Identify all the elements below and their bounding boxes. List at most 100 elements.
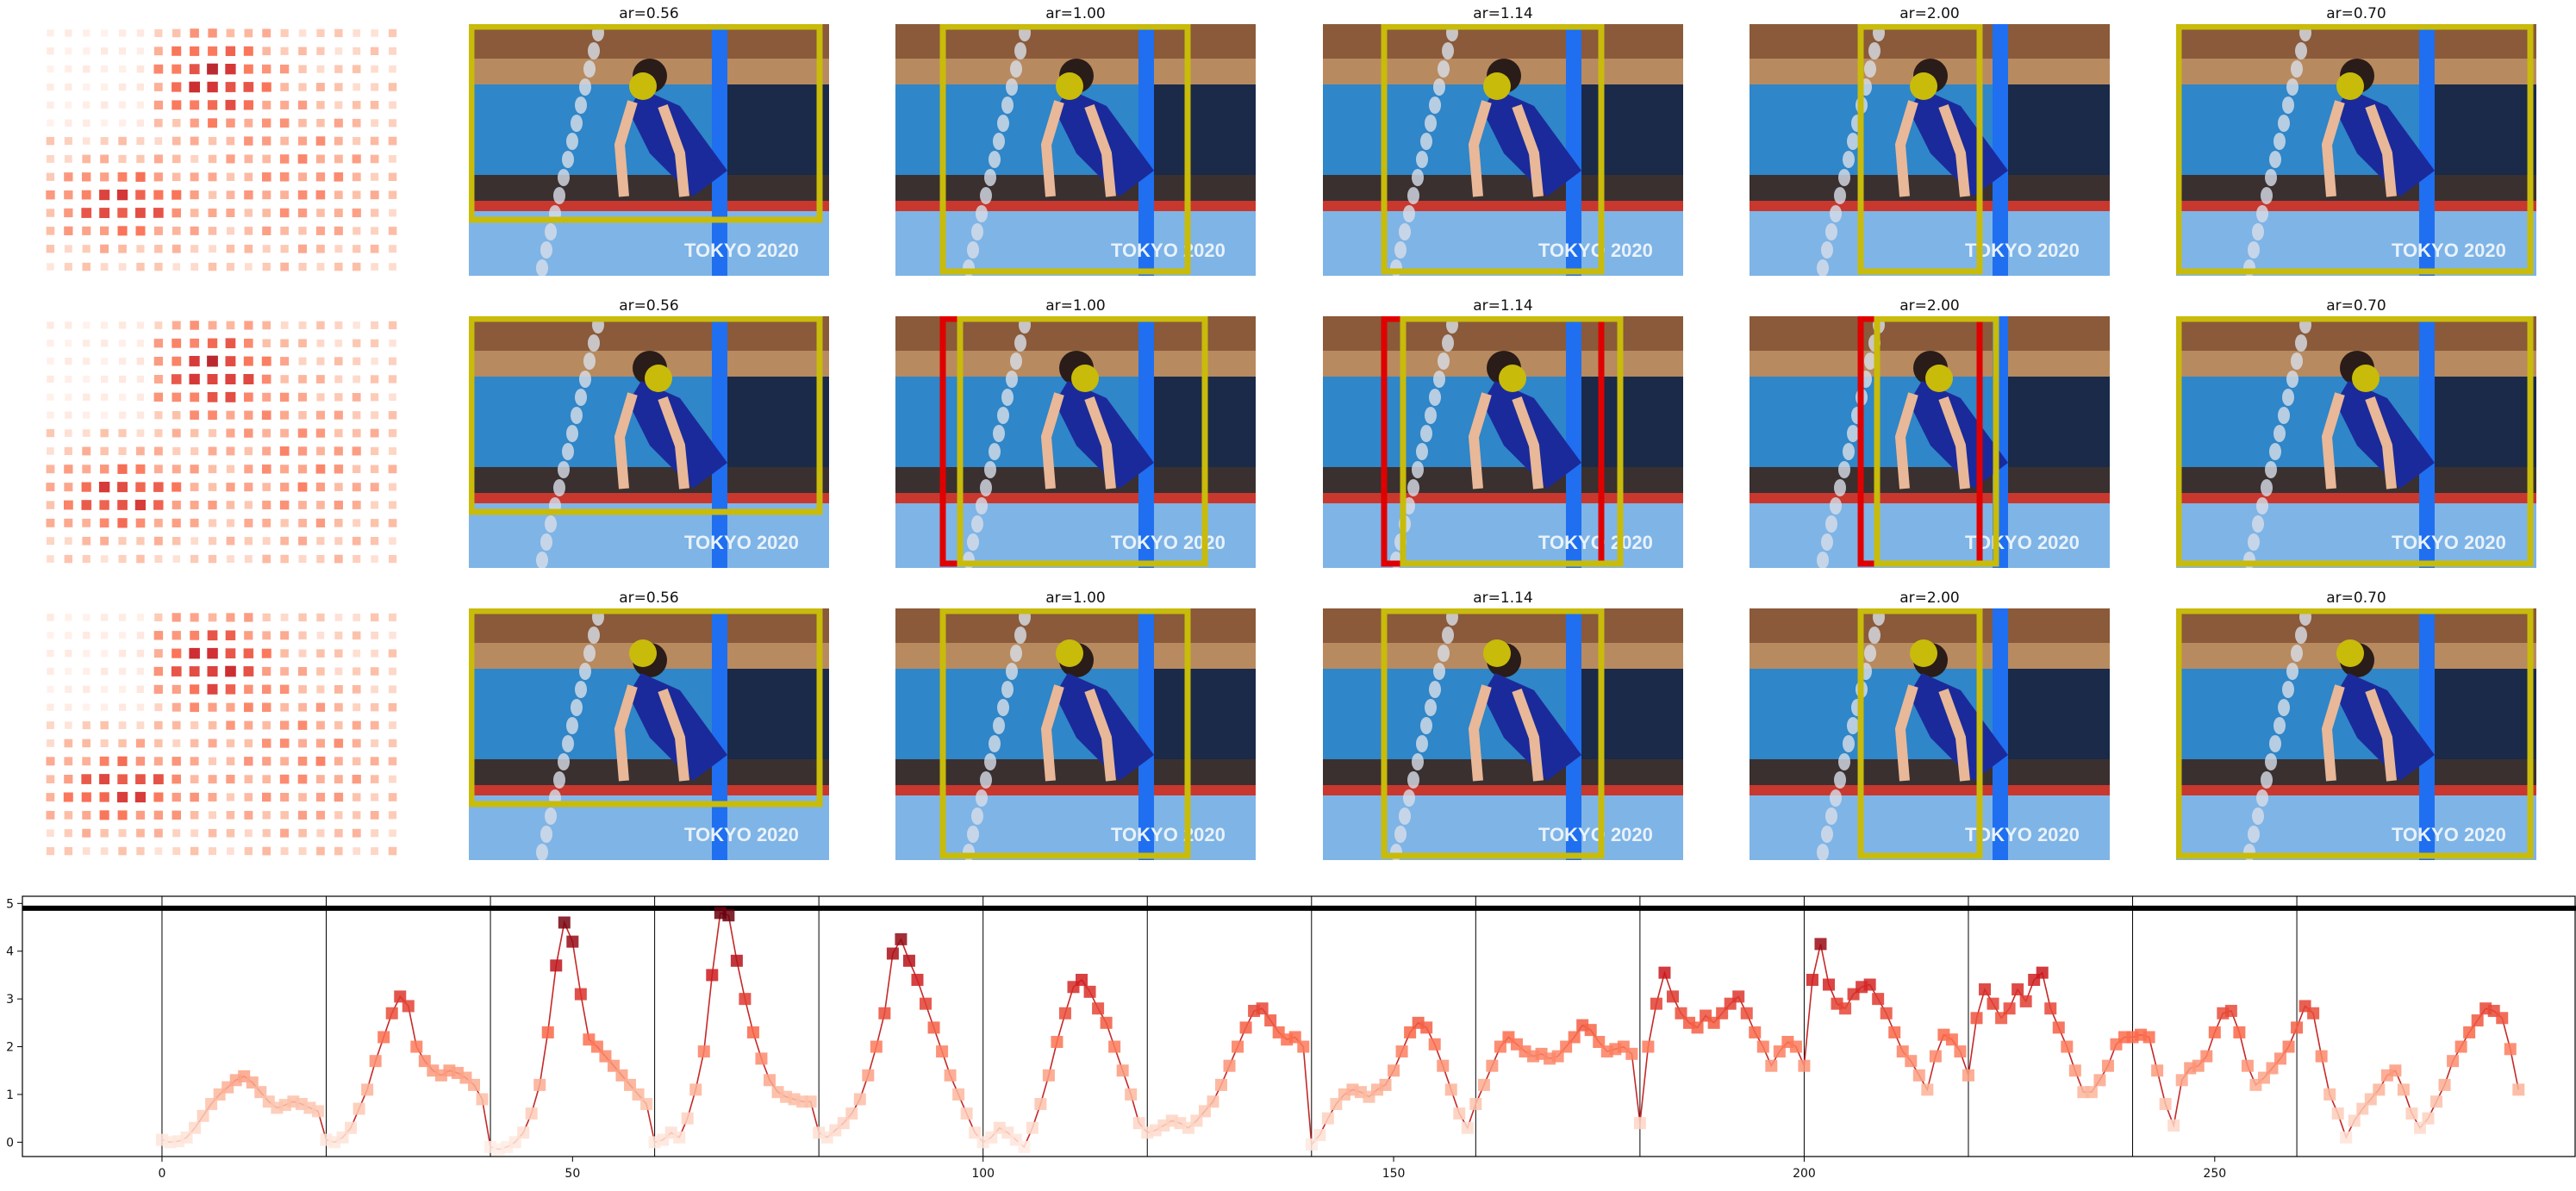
- heatmap-cell: [172, 631, 181, 640]
- data-point: [410, 1040, 423, 1053]
- heatmap-cell: [47, 358, 54, 365]
- heatmap-cell: [190, 428, 199, 438]
- data-point: [1987, 997, 1999, 1010]
- heatmap-cell: [352, 519, 361, 527]
- heatmap-cell: [371, 227, 379, 235]
- data-point: [2151, 1064, 2164, 1077]
- heatmap-cell: [243, 82, 254, 92]
- heatmap-cell: [190, 811, 199, 820]
- heatmap-cell: [190, 321, 199, 330]
- head-marker: [1483, 72, 1511, 100]
- crop-box: [469, 316, 823, 515]
- heatmap-cell: [226, 136, 235, 146]
- heatmap-cell: [117, 226, 128, 236]
- heatmap-cell: [280, 554, 289, 564]
- data-point: [1395, 1045, 1408, 1058]
- heatmap-cell: [352, 357, 361, 365]
- heatmap-cell: [83, 411, 90, 419]
- head-marker: [2336, 639, 2364, 667]
- heatmap-cell: [371, 119, 379, 128]
- heatmap-cell: [243, 46, 253, 56]
- data-point: [969, 1126, 982, 1139]
- heatmap-cell: [370, 154, 379, 164]
- heatmap-cell: [208, 410, 217, 421]
- heatmap-cell: [225, 665, 236, 677]
- heatmap-cell: [334, 614, 343, 621]
- heatmap-cell: [119, 685, 127, 693]
- crop-box: [1400, 316, 1624, 567]
- heatmap-cell: [280, 83, 289, 91]
- heatmap-cell: [226, 793, 234, 801]
- data-point: [1420, 1021, 1433, 1034]
- attention-heatmap-row1: [41, 24, 402, 276]
- data-point: [508, 1136, 521, 1149]
- heatmap-cell: [153, 649, 163, 658]
- data-point: [2389, 1064, 2402, 1077]
- heatmap-cell: [100, 739, 109, 747]
- heatmap-cell: [334, 667, 343, 676]
- heatmap-cell: [46, 810, 55, 820]
- heatmap-cell: [134, 499, 146, 511]
- heatmap-cell: [316, 209, 325, 217]
- heatmap-cell: [118, 101, 127, 109]
- heatmap-cell: [190, 154, 199, 163]
- heatmap-cell: [118, 83, 127, 91]
- panel-title: ar=0.70: [2326, 589, 2386, 607]
- heatmap-cell: [65, 29, 72, 37]
- crop-panel: TOKYO 2020: [1750, 316, 2110, 568]
- data-point: [2438, 1078, 2451, 1091]
- heatmap-cell: [244, 684, 253, 695]
- heatmap-cell: [101, 65, 109, 73]
- photo-banner-text: TOKYO 2020: [1538, 240, 1653, 261]
- heatmap-cell: [371, 501, 379, 509]
- heatmap-cell: [83, 393, 90, 401]
- heatmap-cell: [208, 483, 217, 491]
- heatmap-cell: [46, 518, 55, 527]
- heatmap-cell: [117, 518, 128, 528]
- heatmap-cell: [83, 614, 90, 621]
- photo-banner-text: TOKYO 2020: [684, 240, 799, 261]
- heatmap-cell: [172, 321, 181, 330]
- data-point: [673, 1131, 686, 1144]
- heatmap-cell: [316, 555, 325, 564]
- data-point: [2504, 1043, 2517, 1056]
- heatmap-cell: [280, 757, 290, 766]
- data-point: [2175, 1074, 2188, 1087]
- heatmap-cell: [352, 83, 361, 91]
- data-point: [1798, 1059, 1811, 1072]
- head-marker: [2352, 365, 2380, 392]
- heatmap-cell: [117, 791, 128, 803]
- heatmap-cell: [243, 648, 254, 658]
- heatmap-cell: [315, 172, 326, 182]
- heatmap-cell: [371, 209, 379, 217]
- heatmap-cell: [244, 793, 253, 801]
- data-point: [853, 1093, 866, 1106]
- heatmap-cell: [82, 536, 91, 546]
- heatmap-cell: [316, 154, 325, 164]
- crop-panel: TOKYO 2020: [895, 316, 1256, 568]
- heatmap-cell: [190, 501, 199, 509]
- data-point: [1313, 1129, 1326, 1142]
- heatmap-cell: [370, 136, 379, 146]
- heatmap-cell: [100, 446, 109, 456]
- heatmap-cell: [81, 774, 91, 784]
- heatmap-cell: [279, 118, 290, 128]
- heatmap-cell: [315, 518, 326, 527]
- heatmap-cell: [172, 119, 181, 128]
- crop-panel: TOKYO 2020: [469, 608, 829, 860]
- photo-banner-text: TOKYO 2020: [1111, 532, 1226, 553]
- heatmap-cell: [388, 519, 397, 527]
- heatmap-cell: [315, 190, 326, 200]
- heatmap-cell: [153, 64, 164, 74]
- heatmap-cell: [172, 227, 181, 235]
- heatmap-cell: [261, 374, 271, 384]
- data-point: [920, 997, 932, 1010]
- heatmap-cell: [153, 774, 164, 785]
- heatmap-cell: [334, 739, 344, 748]
- data-point: [1116, 1064, 1129, 1077]
- heatmap-cell: [298, 613, 307, 622]
- heatmap-cell: [136, 667, 145, 676]
- heatmap-cell: [190, 245, 199, 253]
- data-point: [1379, 1078, 1392, 1091]
- heatmap-cell: [65, 429, 72, 437]
